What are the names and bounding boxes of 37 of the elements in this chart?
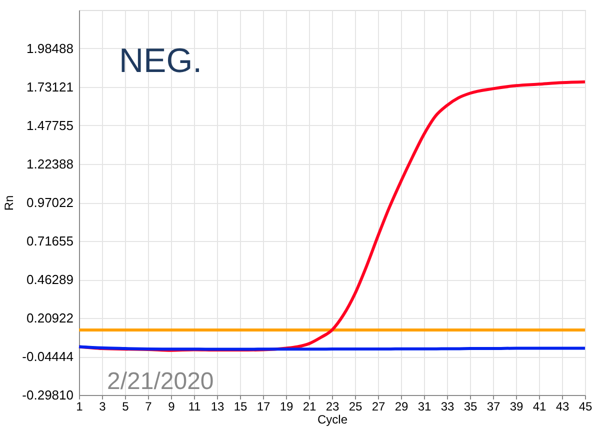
x-tick-label: 13: [210, 400, 224, 414]
x-tick-label: 41: [532, 400, 546, 414]
x-tick-label: 25: [348, 400, 362, 414]
x-tick-label: 1: [76, 400, 84, 414]
x-tick-label: 31: [418, 400, 432, 414]
x-tick-label: 5: [122, 400, 130, 414]
x-tick-label: 19: [280, 400, 294, 414]
x-axis-title: Cycle: [317, 412, 348, 426]
x-tick-label: 33: [440, 400, 454, 414]
x-tick-label: 39: [510, 400, 524, 414]
x-tick-label: 27: [372, 400, 386, 414]
x-tick-label: 45: [578, 400, 592, 414]
x-tick-label: 35: [464, 400, 478, 414]
x-tick-label: 43: [556, 400, 570, 414]
x-tick-label: 7: [145, 400, 152, 414]
y-axis-title: Rn: [2, 195, 16, 211]
x-tick-label: 21: [302, 400, 316, 414]
y-tick-label: 1.73121: [26, 80, 74, 94]
x-tick-label: 3: [99, 400, 106, 414]
annotation: NEG.: [119, 42, 202, 80]
x-tick-label: 17: [256, 400, 270, 414]
y-tick-label: 0.20922: [26, 310, 74, 326]
y-tick-label: 0.97022: [26, 195, 74, 210]
y-tick-label: -0.04444: [22, 349, 74, 364]
y-tick-label: 0.71655: [26, 234, 74, 248]
x-tick-label: 37: [486, 400, 500, 414]
x-tick-label: 11: [188, 400, 202, 414]
x-tick-label: 15: [234, 400, 248, 414]
annotation: 2/21/2020: [107, 368, 214, 395]
y-tick-label: -0.29810: [22, 388, 74, 402]
y-tick-label: 1.47755: [26, 118, 74, 133]
x-tick-label: 23: [326, 400, 340, 414]
y-tick-label: 0.46289: [26, 272, 74, 287]
y-tick-label: 1.22388: [26, 156, 74, 172]
y-tick-label: 1.98488: [26, 41, 74, 56]
x-tick-label: 9: [168, 400, 176, 414]
x-tick-label: 29: [394, 400, 408, 414]
